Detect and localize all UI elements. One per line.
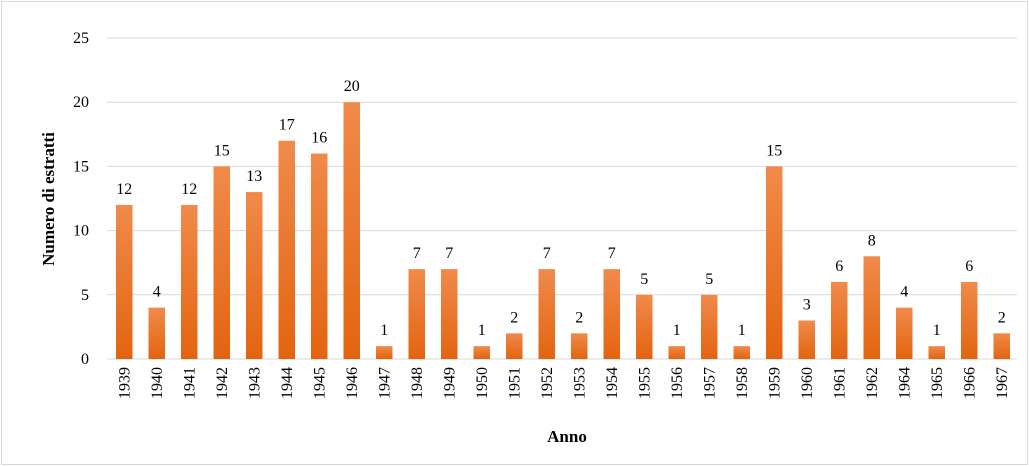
- data-label: 12: [181, 181, 197, 198]
- bar: [473, 346, 490, 359]
- x-tick-label: 1955: [636, 367, 653, 399]
- data-label: 5: [705, 271, 713, 288]
- bar: [376, 346, 393, 359]
- data-label: 7: [543, 245, 551, 262]
- x-tick-label: 1947: [376, 367, 393, 399]
- data-label: 20: [344, 78, 360, 95]
- data-label: 12: [116, 181, 132, 198]
- bar: [506, 333, 523, 359]
- x-tick-label: 1966: [961, 367, 978, 399]
- bar: [148, 307, 165, 359]
- x-tick-label: 1943: [246, 367, 263, 399]
- bar: [311, 153, 328, 359]
- data-label: 15: [766, 142, 782, 159]
- y-axis-ticks: 0 5 10 15 20 25: [73, 30, 89, 368]
- x-tick-label: 1942: [214, 367, 231, 399]
- bar: [961, 281, 978, 359]
- bar: [896, 307, 913, 359]
- x-tick-label: 1944: [279, 367, 296, 399]
- data-label: 8: [868, 232, 876, 249]
- bar: [278, 140, 295, 359]
- x-tick-label: 1945: [311, 367, 328, 399]
- y-tick-label: 0: [81, 351, 89, 368]
- bar: [408, 269, 425, 359]
- data-label: 15: [214, 142, 230, 159]
- data-label: 13: [246, 168, 262, 185]
- x-tick-label: 1962: [864, 367, 881, 399]
- data-label: 7: [413, 245, 421, 262]
- x-tick-label: 1964: [896, 367, 913, 399]
- x-tick-label: 1952: [539, 367, 556, 399]
- data-label: 1: [478, 322, 486, 339]
- data-label: 3: [803, 296, 811, 313]
- x-tick-label: 1957: [701, 367, 718, 399]
- data-label: 1: [933, 322, 941, 339]
- bar: [636, 294, 653, 359]
- bar: [181, 204, 198, 359]
- bar: [116, 204, 133, 359]
- data-label: 17: [279, 117, 295, 134]
- x-tick-label: 1946: [344, 367, 361, 399]
- y-tick-label: 5: [81, 287, 89, 304]
- x-tick-label: 1941: [181, 367, 198, 399]
- bar: [766, 166, 783, 359]
- x-tick-label: 1953: [571, 367, 588, 399]
- bars: [116, 102, 1010, 359]
- x-tick-label: 1958: [734, 367, 751, 399]
- data-label: 2: [998, 309, 1006, 326]
- bar: [831, 281, 848, 359]
- bar: [538, 269, 555, 359]
- x-tick-label: 1950: [474, 367, 491, 399]
- data-label: 1: [673, 322, 681, 339]
- bar: [343, 102, 360, 359]
- data-label: 6: [965, 258, 973, 275]
- x-axis-ticks: 1939 1940 1941 1942 1943 1944 1945 1946 1947 1948…: [116, 367, 1011, 399]
- y-tick-label: 20: [73, 94, 89, 111]
- x-tick-label: 1939: [116, 367, 133, 399]
- bar: [701, 294, 718, 359]
- data-label: 1: [738, 322, 746, 339]
- bar: [928, 346, 945, 359]
- bar: [571, 333, 588, 359]
- bar: [603, 269, 620, 359]
- x-tick-label: 1940: [149, 367, 166, 399]
- y-axis-title: Numero di estratti: [39, 132, 58, 266]
- bar: [441, 269, 458, 359]
- data-label: 7: [608, 245, 616, 262]
- x-tick-label: 1961: [831, 367, 848, 399]
- bar: [863, 256, 880, 359]
- x-tick-label: 1954: [604, 367, 621, 399]
- y-tick-label: 15: [73, 158, 89, 175]
- data-label: 4: [153, 284, 161, 301]
- x-tick-label: 1960: [799, 367, 816, 399]
- x-tick-label: 1956: [669, 367, 686, 399]
- bar: [213, 166, 230, 359]
- bar: [733, 346, 750, 359]
- data-label: 7: [445, 245, 453, 262]
- x-tick-label: 1949: [441, 367, 458, 399]
- bar: [246, 192, 263, 359]
- x-tick-label: 1967: [994, 367, 1011, 399]
- data-label: 1: [380, 322, 388, 339]
- data-label: 2: [510, 309, 518, 326]
- x-axis-title: Anno: [547, 427, 587, 446]
- bar: [993, 333, 1010, 359]
- x-tick-label: 1965: [929, 367, 946, 399]
- data-label: 6: [835, 258, 843, 275]
- data-label: 2: [575, 309, 583, 326]
- bar: [668, 346, 685, 359]
- bar: [798, 320, 815, 359]
- data-label: 16: [311, 130, 327, 147]
- data-label: 5: [640, 271, 648, 288]
- data-label: 4: [900, 284, 908, 301]
- x-tick-label: 1959: [766, 367, 783, 399]
- gridlines: [107, 37, 1017, 360]
- x-tick-label: 1951: [506, 367, 523, 399]
- x-tick-label: 1948: [409, 367, 426, 399]
- y-tick-label: 25: [73, 30, 89, 47]
- y-tick-label: 10: [73, 223, 89, 240]
